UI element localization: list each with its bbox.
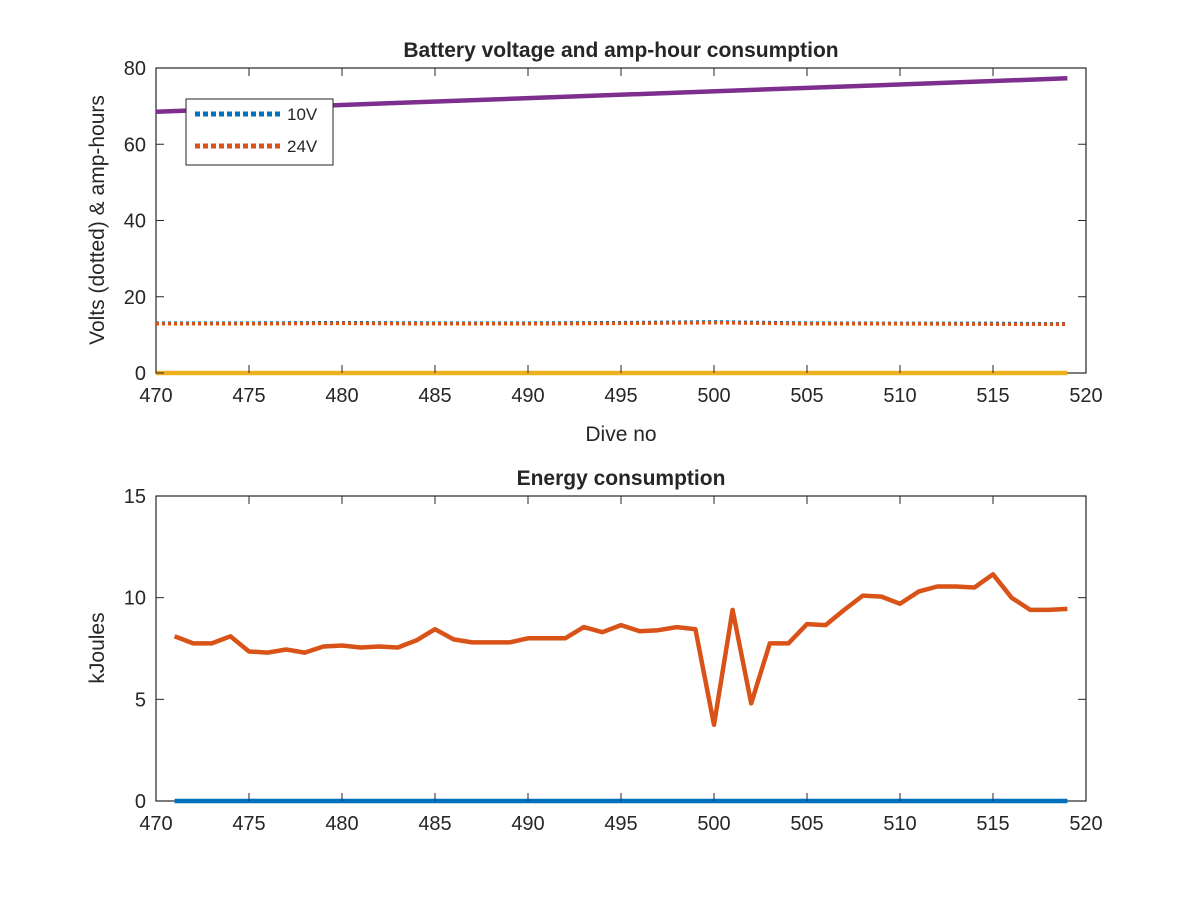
y-tick-label: 15: [124, 486, 146, 508]
x-tick-label: 495: [604, 385, 637, 407]
x-tick-label: 510: [883, 385, 916, 407]
x-tick-label: 495: [604, 813, 637, 835]
bottom-plot-frame: [155, 495, 1087, 802]
x-tick-label: 500: [697, 385, 730, 407]
bottom-axes: 470 475 480 485 490 495 500 505 510 515 520051015 …: [86, 467, 1103, 835]
x-tick-label: 480: [325, 385, 358, 407]
x-tick-label: 505: [790, 385, 823, 407]
x-tick-label: 520: [1069, 385, 1102, 407]
x-tick-label: 470: [139, 813, 172, 835]
x-tick-label: 490: [511, 813, 544, 835]
y-tick-label: 40: [124, 211, 146, 233]
y-tick-label: 10: [124, 588, 146, 610]
x-tick-label: 480: [325, 813, 358, 835]
legend-label-24v: 24V: [287, 137, 318, 156]
bottom-y-axis-label: kJoules: [86, 612, 109, 683]
top-x-axis-label: Dive no: [585, 423, 656, 446]
top-legend: 10V 24V: [185, 98, 334, 166]
top-y-axis-label: Volts (dotted) & amp-hours: [86, 95, 109, 345]
legend-box: [185, 98, 334, 166]
x-tick-label: 475: [232, 813, 265, 835]
x-tick-label: 470: [139, 385, 172, 407]
x-tick-label: 515: [976, 385, 1009, 407]
series-line-24v: [156, 320, 1068, 326]
y-tick-label: 60: [124, 134, 146, 156]
series-line-1-0: [173, 572, 1068, 728]
x-tick-label: 510: [883, 813, 916, 835]
x-tick-label: 485: [418, 385, 451, 407]
y-tick-label: 0: [135, 363, 146, 385]
legend-label-10v: 10V: [287, 105, 318, 124]
top-chart-title: Battery voltage and amp-hour consumption: [403, 39, 838, 62]
y-tick-label: 5: [135, 689, 146, 711]
top-axis-ticks: 470 475 480 485 490 495 500 505 510 515 520 0 20 40 60…: [124, 58, 1103, 407]
x-tick-label: 515: [976, 813, 1009, 835]
x-tick-label: 475: [232, 385, 265, 407]
y-tick-label: 80: [124, 58, 146, 80]
x-tick-label: 485: [418, 813, 451, 835]
top-axes: 470 475 480 485 490 495 500 505 510 515 520 0 20 40 60…: [86, 39, 1103, 446]
y-tick-label: 0: [135, 791, 146, 813]
x-tick-label: 505: [790, 813, 823, 835]
y-tick-label: 20: [124, 287, 146, 309]
bottom-chart-title: Energy consumption: [517, 467, 726, 490]
x-tick-label: 520: [1069, 813, 1102, 835]
x-tick-label: 500: [697, 813, 730, 835]
x-tick-label: 490: [511, 385, 544, 407]
